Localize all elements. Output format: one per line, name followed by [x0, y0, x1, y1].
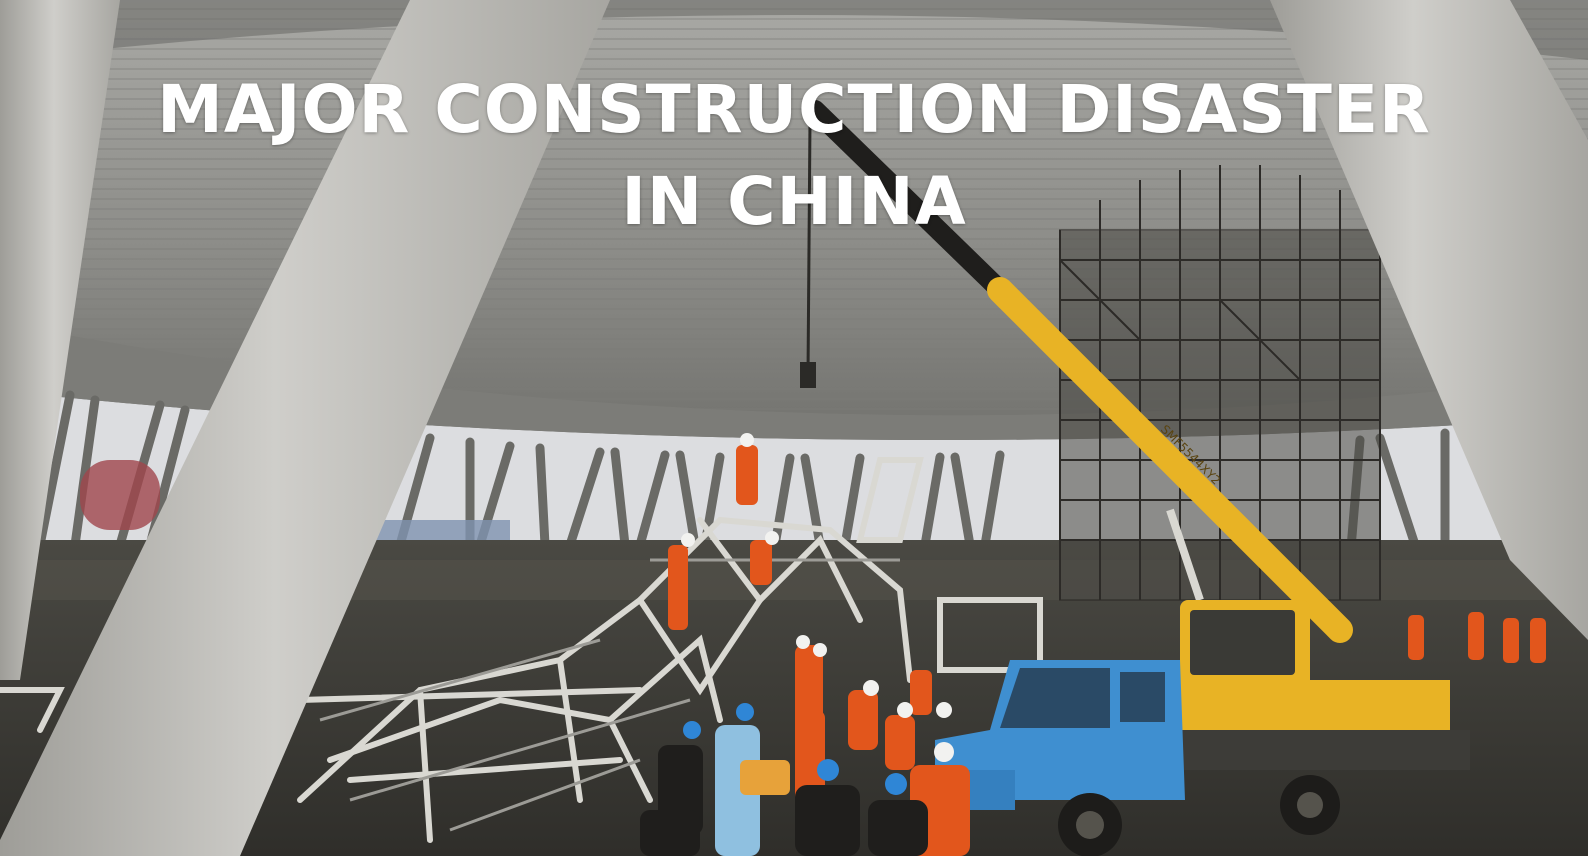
- headline-line-2: IN CHINA: [621, 163, 967, 240]
- headline-line-1: MAJOR CONSTRUCTION DISASTER: [157, 71, 1431, 148]
- headline: MAJOR CONSTRUCTION DISASTER IN CHINA: [0, 64, 1588, 248]
